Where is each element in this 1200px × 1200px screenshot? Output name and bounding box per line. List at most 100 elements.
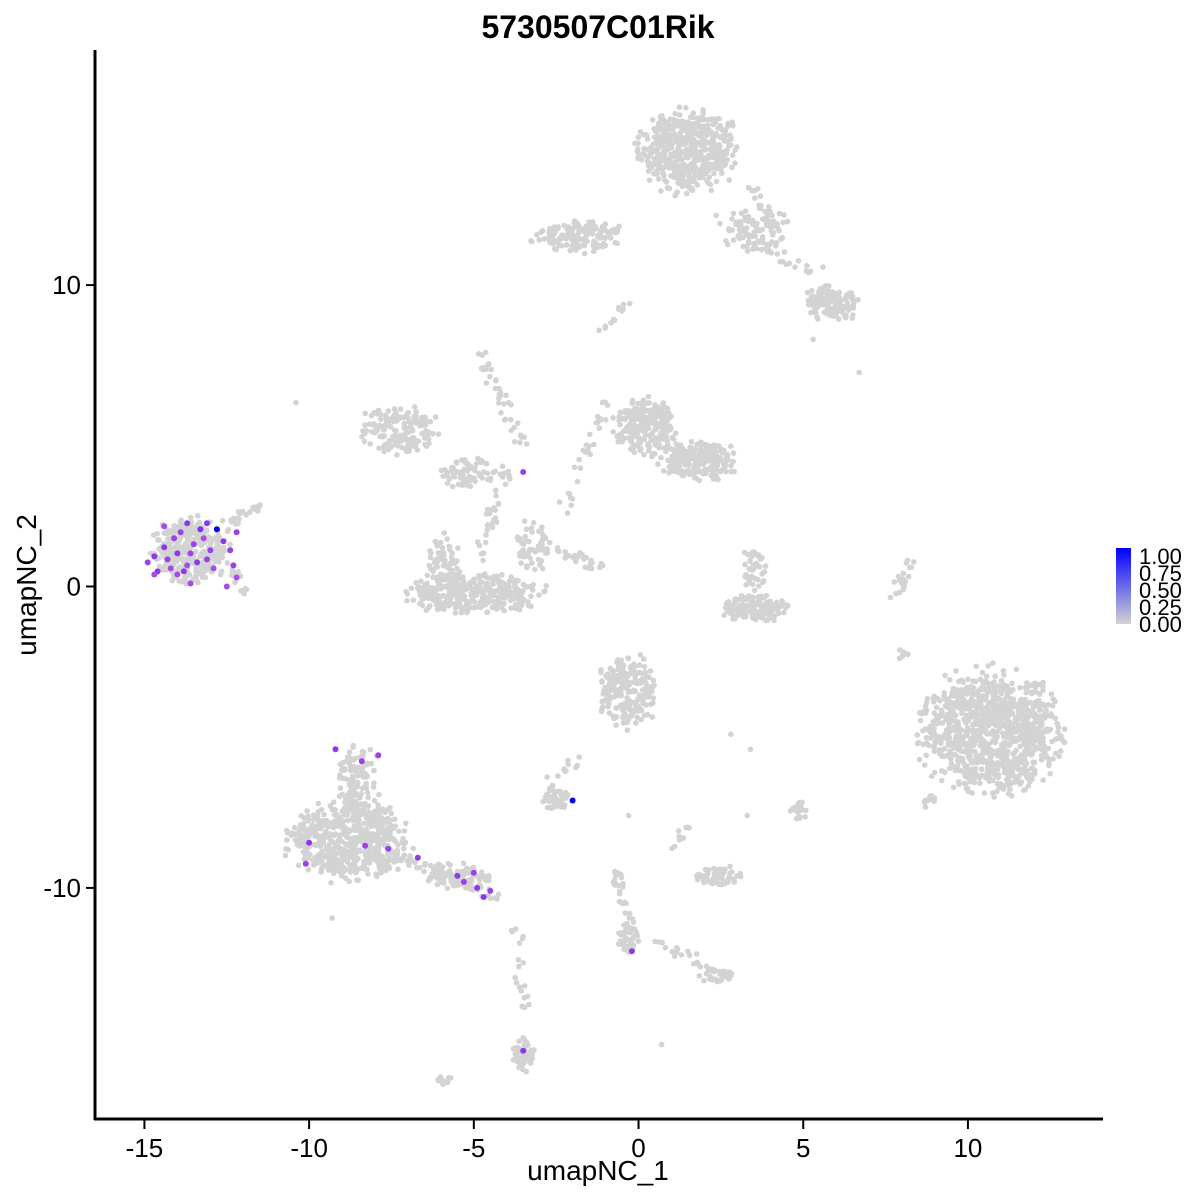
data-point — [678, 140, 685, 147]
data-point — [365, 794, 372, 801]
data-point — [499, 463, 506, 470]
data-point — [990, 680, 996, 687]
data-point — [218, 568, 225, 575]
data-point — [543, 583, 549, 589]
data-point — [1023, 689, 1029, 696]
data-point — [577, 465, 584, 471]
data-point — [602, 684, 608, 691]
data-point — [742, 214, 748, 221]
data-point — [669, 453, 675, 460]
data-point — [536, 592, 542, 598]
data-point — [443, 594, 449, 600]
data-point — [305, 867, 312, 873]
data-point — [713, 116, 720, 122]
data-point — [427, 418, 434, 425]
data-point — [1009, 735, 1015, 741]
data-point — [512, 584, 518, 591]
data-point — [706, 127, 712, 133]
data-point — [343, 776, 350, 782]
data-point — [662, 154, 668, 161]
data-point — [628, 446, 634, 452]
data-point — [941, 745, 948, 752]
data-point — [639, 402, 646, 409]
data-point — [529, 587, 536, 593]
data-point — [564, 510, 571, 516]
data-point — [640, 656, 647, 662]
data-point — [649, 408, 655, 414]
data-point — [1040, 746, 1046, 753]
data-point — [667, 116, 674, 122]
data-point — [648, 150, 655, 157]
data-point — [729, 164, 735, 171]
data-point — [645, 448, 652, 454]
data-point — [911, 559, 917, 565]
data-point — [1007, 781, 1014, 787]
data-point — [990, 732, 997, 739]
data-point — [435, 431, 442, 438]
data-point — [345, 842, 351, 848]
points-layer — [144, 104, 1068, 1088]
data-point — [631, 449, 638, 456]
data-point — [664, 185, 671, 191]
data-point — [473, 591, 479, 598]
data-point — [376, 844, 382, 850]
data-point — [834, 294, 841, 301]
data-point — [749, 567, 756, 573]
data-point — [821, 309, 828, 316]
data-point — [668, 126, 674, 132]
data-point — [945, 715, 951, 721]
data-point — [361, 438, 368, 445]
data-point — [1017, 727, 1023, 734]
data-point — [730, 210, 737, 217]
data-point — [385, 446, 392, 453]
data-point — [640, 131, 647, 138]
data-point — [602, 235, 608, 241]
data-point — [458, 607, 465, 613]
data-point — [840, 306, 846, 312]
data-point — [919, 710, 926, 716]
data-point — [192, 549, 199, 555]
data-point — [992, 766, 999, 773]
data-point — [725, 601, 732, 607]
data-point — [781, 212, 787, 218]
data-point — [963, 717, 969, 723]
data-point — [518, 560, 524, 566]
data-point — [522, 533, 528, 540]
data-point — [484, 506, 491, 513]
data-point — [422, 582, 428, 588]
data-point — [517, 590, 523, 596]
data-point — [330, 799, 337, 805]
data-point — [1031, 730, 1038, 737]
data-point — [707, 152, 714, 158]
data-point — [820, 301, 827, 308]
data-point — [678, 129, 684, 135]
data-point — [1003, 694, 1010, 700]
data-point — [641, 436, 648, 443]
data-point — [729, 119, 735, 125]
data-point — [315, 859, 321, 866]
data-point — [751, 587, 758, 594]
data-point — [826, 283, 832, 289]
data-point — [534, 232, 540, 238]
data-point — [938, 707, 945, 714]
data-point — [385, 863, 392, 870]
data-point — [660, 468, 667, 474]
data-point — [706, 139, 713, 146]
data-point — [559, 234, 565, 240]
data-point — [362, 422, 368, 429]
data-point — [977, 780, 983, 786]
data-point — [818, 289, 824, 296]
data-point — [752, 551, 758, 557]
data-point — [573, 557, 579, 564]
data-point — [492, 487, 499, 494]
data-point — [620, 702, 627, 708]
data-point — [613, 722, 619, 728]
data-point — [1000, 742, 1007, 748]
data-point — [1047, 726, 1054, 733]
data-point — [508, 416, 514, 423]
data-point — [721, 162, 727, 168]
data-point — [691, 474, 698, 481]
data-point — [320, 818, 327, 824]
data-point — [333, 867, 340, 873]
